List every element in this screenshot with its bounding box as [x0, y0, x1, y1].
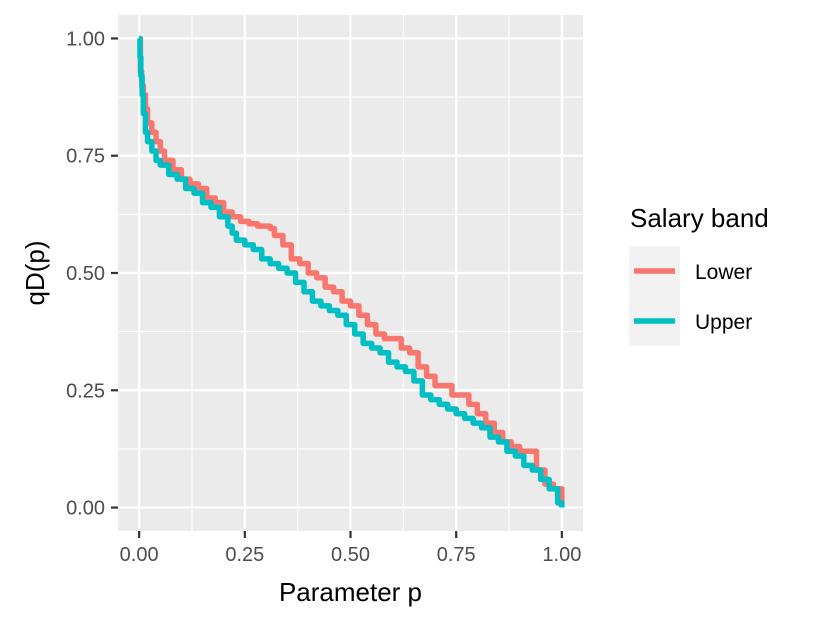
grid-major — [118, 15, 583, 531]
legend-label-upper: Upper — [695, 311, 752, 334]
y-axis-ticks: 0.00 0.25 0.50 0.75 1.00 — [66, 28, 118, 520]
y-tick-label: 0.75 — [66, 146, 105, 168]
series-layer — [137, 35, 565, 508]
y-axis-title: qD(p) — [20, 240, 50, 305]
series-line-lower — [137, 35, 565, 503]
y-tick-label: 1.00 — [66, 28, 105, 50]
x-tick-label: 0.00 — [120, 544, 159, 566]
x-tick-label: 1.00 — [542, 544, 581, 566]
legend: Salary band Lower Upper — [629, 203, 769, 346]
legend-label-lower: Lower — [695, 261, 752, 284]
y-tick-label: 0.00 — [66, 498, 105, 520]
y-tick-label: 0.25 — [66, 380, 105, 402]
x-tick-label: 0.75 — [437, 544, 476, 566]
y-tick-label: 0.50 — [66, 263, 105, 285]
x-axis-ticks: 0.00 0.25 0.50 0.75 1.00 — [120, 531, 581, 566]
x-axis-title: Parameter p — [279, 577, 422, 607]
legend-key-background — [629, 246, 680, 346]
x-tick-label: 0.25 — [225, 544, 264, 566]
x-tick-label: 0.50 — [331, 544, 370, 566]
series-line-upper — [137, 35, 565, 508]
legend-title: Salary band — [630, 203, 769, 233]
